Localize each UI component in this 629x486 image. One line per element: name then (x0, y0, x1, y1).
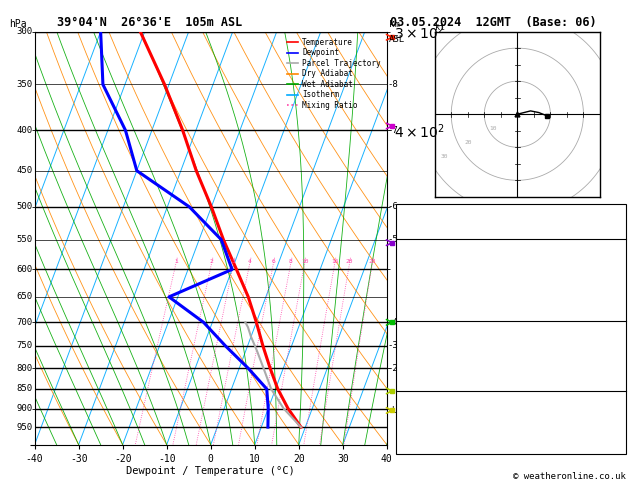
Text: kt: kt (435, 22, 445, 32)
Text: 2: 2 (538, 361, 544, 369)
Text: θ: θ (401, 348, 408, 359)
Text: 12: 12 (538, 372, 550, 382)
Text: 12.1: 12.1 (538, 266, 562, 276)
Text: EH: EH (401, 407, 413, 416)
Text: 800: 800 (17, 364, 33, 373)
Legend: Temperature, Dewpoint, Parcel Trajectory, Dry Adiabat, Wet Adiabat, Isotherm, Mi: Temperature, Dewpoint, Parcel Trajectory… (284, 35, 383, 112)
Text: 39°04'N  26°36'E  105m ASL: 39°04'N 26°36'E 105m ASL (57, 16, 242, 29)
Text: 600: 600 (17, 265, 33, 274)
Text: 12: 12 (538, 302, 550, 311)
Text: SREH: SREH (401, 419, 425, 428)
Text: Surface: Surface (491, 243, 531, 252)
Text: 997: 997 (538, 337, 556, 346)
Text: 10: 10 (301, 259, 308, 263)
Text: 500: 500 (17, 202, 33, 211)
Text: 4: 4 (538, 407, 544, 416)
Text: 2B: 2B (538, 384, 550, 393)
Text: 314°: 314° (538, 431, 562, 440)
Text: 3: 3 (231, 259, 235, 263)
Text: 650: 650 (17, 293, 33, 301)
Text: 45: 45 (538, 220, 550, 229)
Text: 1.85: 1.85 (538, 232, 562, 241)
Text: Temp (°C): Temp (°C) (401, 255, 453, 263)
Text: 32: 32 (538, 419, 550, 428)
Text: Hodograph: Hodograph (485, 395, 537, 404)
Text: K: K (401, 208, 407, 217)
Text: 4: 4 (248, 259, 252, 263)
Text: 750: 750 (17, 342, 33, 350)
Text: 319: 319 (538, 278, 556, 287)
Text: Mixing Ratio (g/kg): Mixing Ratio (g/kg) (406, 211, 415, 306)
Text: StmSpd (kt): StmSpd (kt) (401, 443, 465, 451)
Text: 03.05.2024  12GMT  (Base: 06): 03.05.2024 12GMT (Base: 06) (390, 16, 596, 29)
Text: © weatheronline.co.uk: © weatheronline.co.uk (513, 472, 626, 481)
Text: θ: θ (401, 278, 408, 288)
Text: CIN (J): CIN (J) (401, 384, 442, 393)
Text: 350: 350 (17, 80, 33, 89)
Text: 20: 20 (346, 259, 353, 263)
Text: 1: 1 (174, 259, 178, 263)
Text: Pressure (mb): Pressure (mb) (401, 337, 476, 346)
Text: -5: -5 (387, 235, 398, 244)
Text: 20: 20 (538, 208, 550, 217)
Text: 700: 700 (17, 318, 33, 327)
Text: Most Unstable: Most Unstable (474, 325, 548, 334)
Text: 550: 550 (17, 235, 33, 244)
Text: -3: -3 (387, 342, 398, 350)
Text: StmDir: StmDir (401, 431, 436, 440)
Text: 2: 2 (209, 259, 213, 263)
Text: 28: 28 (369, 259, 376, 263)
Text: Lifted Index: Lifted Index (401, 290, 470, 299)
Text: 20: 20 (465, 140, 472, 145)
Text: 6: 6 (272, 259, 276, 263)
Text: 950: 950 (17, 423, 33, 432)
Text: PW (cm): PW (cm) (401, 232, 442, 241)
Text: -4: -4 (387, 318, 398, 327)
Text: 300: 300 (17, 27, 33, 36)
Text: 850: 850 (17, 384, 33, 394)
Text: hPa: hPa (9, 19, 27, 29)
Text: 319: 319 (538, 348, 556, 358)
Text: CIN (J): CIN (J) (401, 314, 442, 323)
Text: 2B: 2B (538, 314, 550, 323)
Text: 20.2: 20.2 (538, 255, 562, 263)
Text: 16: 16 (331, 259, 338, 263)
Text: -6: -6 (387, 202, 398, 211)
Text: Lifted Index: Lifted Index (401, 361, 470, 369)
Text: -LCL: -LCL (387, 406, 408, 415)
Text: 900: 900 (17, 404, 33, 413)
Text: 450: 450 (17, 166, 33, 175)
Text: 400: 400 (17, 126, 33, 135)
Text: e(K): e(K) (410, 278, 433, 287)
Text: CAPE (J): CAPE (J) (401, 302, 447, 311)
Text: Dewp (°C): Dewp (°C) (401, 266, 453, 276)
X-axis label: Dewpoint / Temperature (°C): Dewpoint / Temperature (°C) (126, 467, 295, 476)
Text: CAPE (J): CAPE (J) (401, 372, 447, 382)
Text: 2: 2 (538, 290, 544, 299)
Text: -2: -2 (387, 364, 398, 373)
Text: e (K): e (K) (410, 348, 439, 358)
Text: km: km (389, 20, 399, 29)
Text: 30: 30 (441, 154, 448, 159)
Text: 8: 8 (289, 259, 292, 263)
Text: ASL: ASL (389, 35, 405, 44)
Text: -7: -7 (387, 126, 398, 135)
Text: 20: 20 (538, 443, 550, 451)
Text: 10: 10 (489, 126, 497, 131)
Text: -8: -8 (387, 80, 398, 89)
Text: Totals Totals: Totals Totals (401, 220, 476, 229)
